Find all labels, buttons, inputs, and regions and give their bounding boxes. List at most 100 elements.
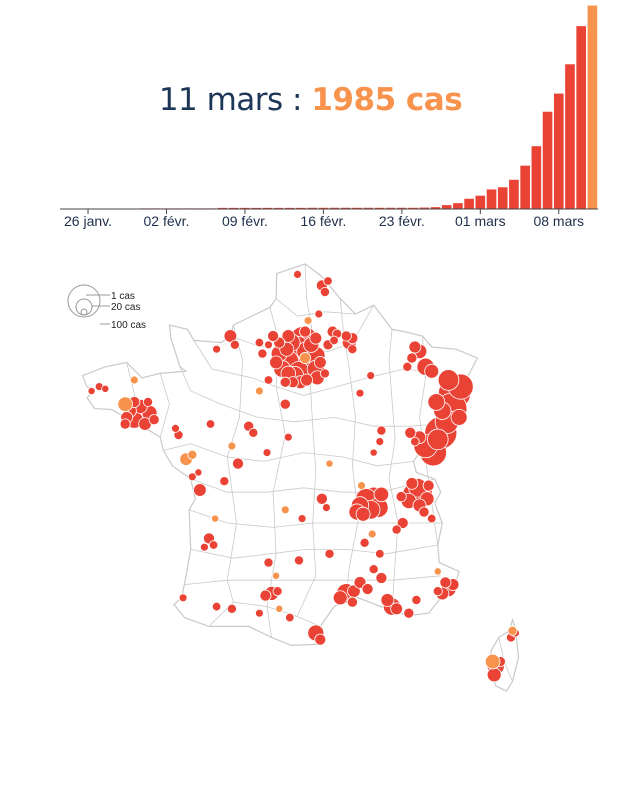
legend-circle-large <box>67 284 101 318</box>
recent-case-circle <box>299 352 312 364</box>
case-circle <box>332 590 348 606</box>
case-circle <box>329 335 339 346</box>
map-svg: 1 cas 20 cas 100 cas <box>67 263 520 692</box>
legend-label-20: 20 cas <box>111 302 140 313</box>
headline-date: 11 mars <box>158 82 283 118</box>
case-circle <box>361 583 374 595</box>
bar-chart-svg: 26 janv. 02 févr. 09 févr. 16 févr. 23 févr.… <box>60 5 598 229</box>
case-circle <box>314 309 324 319</box>
case-circle <box>283 432 293 442</box>
case-circle <box>324 548 335 559</box>
bar-15-f-vr- <box>307 207 318 209</box>
recent-case-circle <box>211 514 220 523</box>
case-circle <box>411 594 422 606</box>
case-circle <box>194 468 203 477</box>
case-circle <box>226 603 237 614</box>
case-circle <box>426 513 437 524</box>
recent-case-circle <box>129 375 139 385</box>
department-border <box>179 366 441 427</box>
case-circle <box>254 608 264 618</box>
case-circle <box>119 418 131 430</box>
bar-13-f-vr- <box>284 207 295 209</box>
bar-14-f-vr- <box>296 207 306 209</box>
case-circle <box>375 572 388 584</box>
headline-separator: : <box>282 82 312 118</box>
bars-group <box>60 5 598 210</box>
case-circle <box>396 517 409 529</box>
case-circle <box>263 375 274 385</box>
bar-10-mars <box>576 26 587 209</box>
case-circle <box>410 436 420 447</box>
case-circle <box>178 593 188 603</box>
case-circle <box>437 369 460 391</box>
case-circle <box>257 348 268 359</box>
case-circle <box>211 601 222 612</box>
bar-07-mars <box>542 111 553 209</box>
legend-label-100: 100 cas <box>111 320 146 331</box>
case-circle <box>219 476 230 487</box>
legend-circle-small <box>80 308 88 316</box>
recent-case-circle <box>280 505 290 515</box>
department-border <box>275 298 356 317</box>
x-tick-label: 02 févr. <box>144 213 190 229</box>
x-axis-ticks: 26 janv. 02 févr. 09 févr. 16 févr. 23 févr.… <box>64 209 584 229</box>
case-circle <box>281 329 296 343</box>
x-tick-label: 16 févr. <box>300 213 346 229</box>
bar-07-f-vr- <box>217 207 228 209</box>
bar-16-f-vr- <box>318 207 329 209</box>
case-circle <box>355 388 365 398</box>
bar-18-f-vr- <box>340 207 351 209</box>
department-border <box>226 324 244 603</box>
department-border <box>163 443 414 467</box>
case-circle <box>369 448 378 457</box>
bar-23-f-vr- <box>397 207 407 209</box>
case-circle <box>375 549 385 559</box>
case-circle <box>269 355 284 370</box>
bar-10-f-vr- <box>251 207 261 209</box>
recent-case-circle <box>275 604 284 613</box>
case-circle <box>297 514 307 524</box>
case-circle <box>263 557 274 568</box>
case-circle <box>187 472 197 482</box>
bar-21-f-vr- <box>374 207 385 209</box>
case-circle <box>346 596 358 608</box>
case-circle <box>300 373 313 387</box>
case-circle <box>403 607 415 619</box>
case-circle <box>418 506 430 518</box>
case-circle <box>293 555 305 566</box>
bar-22-f-vr- <box>385 207 396 209</box>
case-circle <box>439 576 452 589</box>
bar-26-f-vr- <box>430 207 441 209</box>
bar-24-f-vr- <box>408 207 418 209</box>
case-circle <box>193 483 207 497</box>
case-circle <box>321 503 331 513</box>
recent-case-circle <box>325 459 334 468</box>
department-border <box>159 373 170 438</box>
case-circle <box>450 408 468 426</box>
case-circle <box>375 437 385 447</box>
x-tick-label: 26 janv. <box>64 213 112 229</box>
case-circle <box>323 276 333 286</box>
case-circle <box>313 356 327 369</box>
case-circle <box>285 612 295 623</box>
case-circle <box>422 479 435 492</box>
case-circle <box>340 330 352 342</box>
bar-02-mars <box>486 189 497 209</box>
case-circle <box>319 286 330 298</box>
department-border <box>190 544 438 559</box>
case-circle <box>205 419 216 429</box>
headline: 11 mars : 1985 cas <box>0 82 621 118</box>
headline-case-count: 1985 cas <box>311 82 463 118</box>
bar-08-mars <box>553 93 564 209</box>
bar-11-f-vr- <box>262 207 273 209</box>
case-circle <box>272 586 283 597</box>
case-circle <box>432 586 443 597</box>
case-circle <box>390 602 403 616</box>
case-circle <box>368 564 379 575</box>
case-circle <box>315 492 328 505</box>
case-circle <box>212 344 222 354</box>
case-circle <box>223 329 238 343</box>
department-border <box>388 329 399 612</box>
case-circle <box>355 506 371 522</box>
case-circle <box>171 423 180 433</box>
